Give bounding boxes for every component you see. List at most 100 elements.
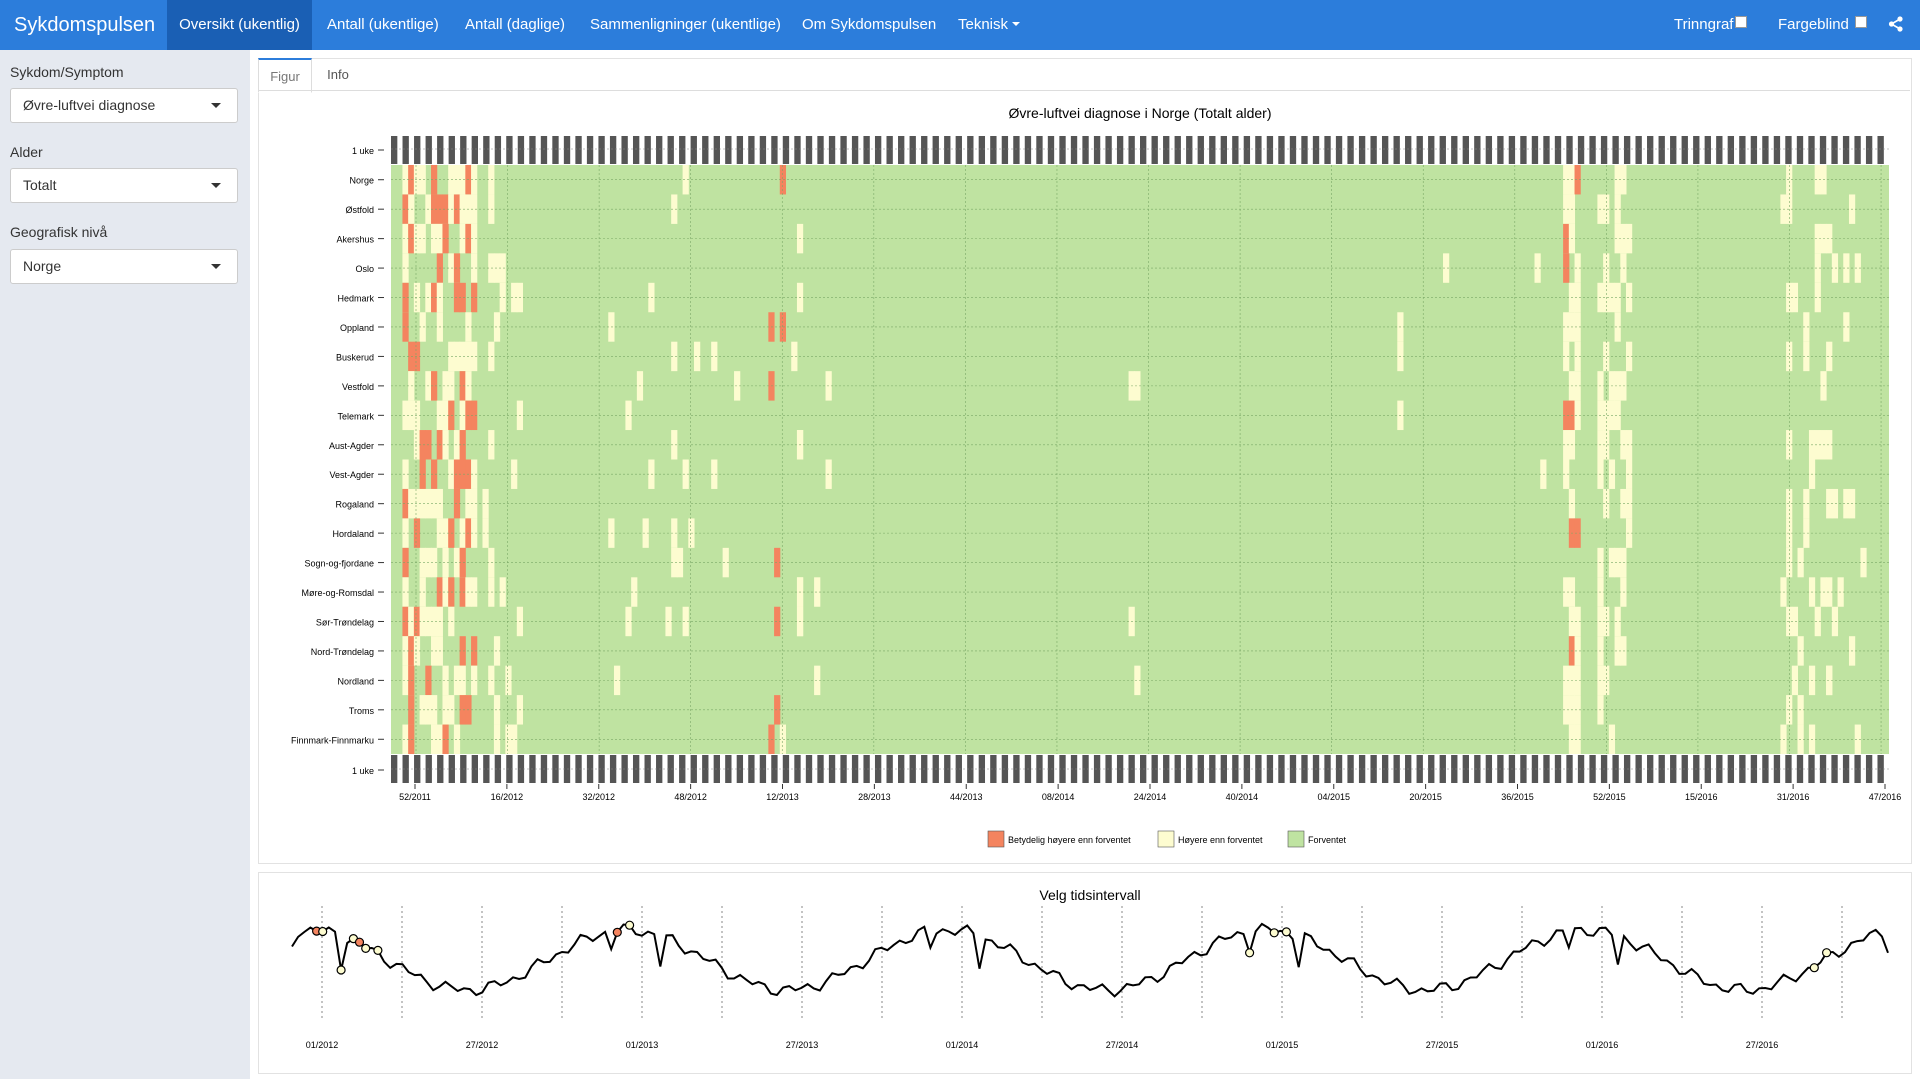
timeline-xtick-label: 27/2012 — [466, 1040, 499, 1050]
heatmap-cell — [419, 547, 426, 578]
heatmap-cell — [1854, 724, 1861, 754]
heatmap-cell — [1826, 665, 1833, 696]
week-bar-bottom — [898, 755, 905, 783]
dropdown-arrow-icon — [211, 264, 221, 269]
sidebar: Sykdom/Symptom Øvre-luftvei diagnose Ald… — [0, 50, 250, 1079]
week-row-label-top: 1 uke — [352, 146, 374, 156]
week-bar-top — [621, 136, 628, 164]
tab-teknisk[interactable]: Teknisk — [958, 0, 1021, 50]
region-label: Oppland — [340, 323, 374, 333]
week-bar-bottom — [1370, 755, 1377, 783]
geo-label: Geografisk nivå — [10, 224, 108, 240]
tab-antall-ukentlige[interactable]: Antall (ukentlige) — [327, 16, 439, 33]
tab-info[interactable]: Info — [327, 67, 349, 82]
tab-sammenligninger[interactable]: Sammenligninger (ukentlige) — [590, 16, 781, 33]
timeline-xtick-label: 27/2013 — [786, 1040, 819, 1050]
week-bar-top — [863, 136, 870, 164]
heatmap-cell — [419, 312, 426, 342]
heatmap-cell — [722, 547, 729, 578]
timeline-point — [1821, 948, 1832, 958]
week-bar-top — [1070, 136, 1078, 164]
heatmap-cell — [631, 577, 638, 607]
week-bar-bottom — [782, 755, 790, 783]
week-bar-bottom — [1082, 755, 1089, 783]
heatmap-cell — [482, 518, 489, 548]
heatmap-cell — [459, 400, 466, 431]
tab-figur[interactable]: Figur — [258, 58, 312, 93]
tab-divider — [258, 90, 1910, 91]
week-bar-top — [817, 136, 824, 164]
timeline-series-line — [291, 922, 1889, 998]
timeline-chart[interactable]: Velg tidsintervall 01/2012 27/2012 01/2013… — [0, 870, 1920, 1079]
heatmap-cell — [471, 400, 478, 431]
heatmap-cell — [1574, 665, 1581, 696]
week-bar-bottom — [1047, 755, 1055, 783]
sykdom-select[interactable]: Øvre-luftvei diagnose — [10, 88, 238, 123]
heatmap-cell — [442, 371, 449, 401]
heatmap-cell — [471, 488, 478, 519]
heatmap-cell — [511, 724, 518, 754]
heatmap-cell — [779, 724, 787, 754]
heatmap-cell — [1574, 341, 1581, 372]
heatmap-cell — [431, 282, 438, 313]
heatmap-cell — [1563, 223, 1570, 254]
heatmap-cell — [431, 194, 438, 224]
week-bar-bottom — [402, 755, 409, 783]
week-bar-top — [1370, 136, 1377, 164]
brand-title[interactable]: Sykdomspulsen — [14, 14, 156, 36]
heatmap-cell — [1443, 253, 1450, 283]
region-label: Akershus — [336, 235, 374, 245]
week-bar-top — [667, 136, 674, 164]
week-bar-top — [1335, 136, 1343, 164]
week-bar-top — [1808, 136, 1815, 164]
heatmap-cell — [402, 223, 409, 254]
heatmap-cell — [1786, 518, 1793, 548]
caret-down-icon — [1012, 22, 1021, 26]
week-bar-bottom — [1451, 755, 1458, 783]
week-bar-top — [1301, 136, 1308, 164]
fargeblind-toggle[interactable]: Fargeblind — [1778, 0, 1867, 50]
heatmap-cell — [459, 371, 466, 401]
fargeblind-label: Fargeblind — [1778, 16, 1849, 33]
heatmap-cell — [1786, 341, 1793, 372]
heatmap-cell — [1574, 606, 1581, 637]
heatmap-cell — [1814, 430, 1821, 460]
heatmap-cell — [493, 695, 501, 725]
fargeblind-checkbox[interactable] — [1854, 16, 1867, 28]
heatmap-cell — [511, 459, 518, 489]
tab-antall-daglige[interactable]: Antall (daglige) — [465, 16, 566, 33]
week-bar-bottom — [771, 755, 778, 783]
week-bar-top — [1439, 136, 1446, 164]
tab-oversikt-ukentlig[interactable]: Oversikt (ukentlig) — [167, 0, 312, 50]
week-bar-top — [1727, 136, 1735, 164]
geo-select[interactable]: Norge — [10, 249, 238, 284]
trinngraf-toggle[interactable]: Trinngraf — [1674, 0, 1748, 50]
tab-om-sykdomspulsen[interactable]: Om Sykdomspulsen — [802, 16, 937, 33]
week-bar-top — [1116, 136, 1124, 164]
heatmap-cell — [1786, 165, 1793, 195]
week-bar-top — [1105, 136, 1112, 164]
heatmap-cell — [1563, 430, 1570, 460]
week-bar-bottom — [1670, 755, 1677, 783]
heatmap-cell — [1563, 253, 1570, 283]
week-bar-top — [425, 136, 432, 164]
heatmap-cell — [493, 312, 501, 342]
week-bar-top — [702, 136, 709, 164]
week-bar-top — [886, 136, 893, 164]
trinngraf-checkbox[interactable] — [1735, 16, 1748, 28]
alder-select[interactable]: Totalt — [10, 168, 238, 203]
heatmap-cell — [459, 665, 466, 696]
heatmap-cell — [1603, 430, 1610, 460]
heatmap-cell — [1563, 165, 1570, 195]
heatmap-chart[interactable]: Øvre-luftvei diagnose i Norge (Totalt al… — [0, 0, 1920, 870]
dropdown-arrow-icon — [211, 183, 221, 188]
heatmap-cell — [1574, 371, 1581, 401]
heatmap-cell — [1786, 430, 1793, 460]
week-bar-top — [563, 136, 571, 164]
region-label: Sør-Trøndelag — [316, 617, 374, 627]
heatmap-cell — [1803, 341, 1810, 372]
teknisk-label: Teknisk — [958, 16, 1009, 33]
week-bar-top — [1739, 136, 1746, 164]
week-bar-top — [794, 136, 801, 164]
share-icon[interactable] — [1888, 16, 1904, 32]
